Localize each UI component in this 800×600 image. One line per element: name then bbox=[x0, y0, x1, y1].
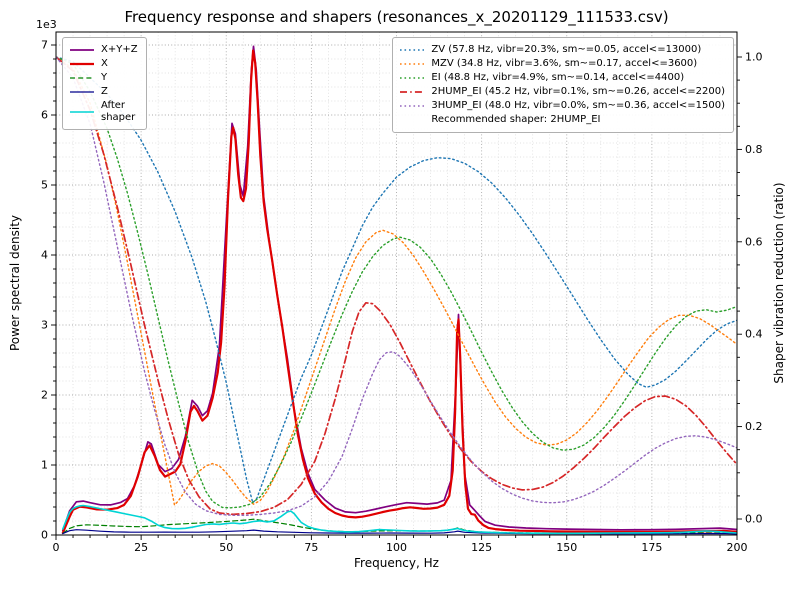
curve-zv bbox=[56, 56, 737, 504]
tick-label: 0.4 bbox=[745, 328, 763, 341]
legend-item-z: Z bbox=[69, 86, 138, 98]
x-axis-label: Frequency, Hz bbox=[354, 556, 439, 570]
tick-label: 100 bbox=[386, 541, 407, 554]
legend-item-after-shaper: After shaper bbox=[69, 100, 138, 123]
legend-item-zv: ZV (57.8 Hz, vibr=20.3%, sm~=0.05, accel… bbox=[399, 44, 725, 56]
curve-2hump-ei bbox=[56, 56, 737, 516]
legend-item-2hump-ei: 2HUMP_EI (45.2 Hz, vibr=0.1%, sm~=0.26, … bbox=[399, 86, 725, 98]
tick-label: 2 bbox=[41, 389, 48, 402]
tick-label: 50 bbox=[219, 541, 233, 554]
tick-label: 3 bbox=[41, 319, 48, 332]
curve-x bbox=[61, 49, 737, 534]
tick-label: 6 bbox=[41, 109, 48, 122]
y-axis-label-right: Shaper vibration reduction (ratio) bbox=[772, 182, 786, 384]
legend-line-2hump-ei bbox=[400, 91, 425, 93]
tick-label: 0.6 bbox=[745, 235, 763, 248]
legend-label-x: X bbox=[101, 58, 108, 70]
curve-ei bbox=[56, 56, 737, 509]
legend-label-ei: EI (48.8 Hz, vibr=4.9%, sm~=0.14, accel<… bbox=[431, 72, 685, 84]
legend-item-x-y-z: X+Y+Z bbox=[69, 44, 138, 56]
legend-line-zv bbox=[400, 49, 425, 51]
chart-title: Frequency response and shapers (resonanc… bbox=[124, 8, 669, 26]
tick-label: 75 bbox=[304, 541, 318, 554]
legend-item-y: Y bbox=[69, 72, 138, 84]
tick-label: 4 bbox=[41, 249, 48, 262]
legend-item-x: X bbox=[69, 58, 138, 70]
legend-item-3hump-ei: 3HUMP_EI (48.0 Hz, vibr=0.0%, sm~=0.36, … bbox=[399, 100, 725, 112]
legend-line-ei bbox=[400, 77, 425, 79]
ticks: 0 25 50 75 100 125 150 175 200 0 1 2 3 4 5 6 7 0.0 0.2 0.4 0… bbox=[41, 39, 763, 555]
tick-label: 1.0 bbox=[745, 51, 763, 64]
legend-line-mzv bbox=[400, 63, 425, 65]
y-axis-offset-text: 1e3 bbox=[36, 18, 57, 31]
recommended-shaper-text: Recommended shaper: 2HUMP_EI bbox=[431, 114, 601, 125]
legend-line-y bbox=[70, 77, 94, 79]
legend-line-x-y-z bbox=[70, 49, 94, 51]
tick-label: 125 bbox=[471, 541, 492, 554]
legend-line-after-shaper bbox=[70, 110, 94, 113]
legend-item-ei: EI (48.8 Hz, vibr=4.9%, sm~=0.14, accel<… bbox=[399, 72, 725, 84]
tick-label: 175 bbox=[641, 541, 662, 554]
tick-label: 25 bbox=[134, 541, 148, 554]
legend-shapers: ZV (57.8 Hz, vibr=20.3%, sm~=0.05, accel… bbox=[392, 37, 734, 133]
tick-label: 0 bbox=[41, 529, 48, 542]
tick-label: 5 bbox=[41, 179, 48, 192]
legend-label-3hump-ei: 3HUMP_EI (48.0 Hz, vibr=0.0%, sm~=0.36, … bbox=[431, 100, 725, 112]
tick-label: 200 bbox=[727, 541, 748, 554]
curve-mzv bbox=[56, 56, 737, 506]
legend-line-x bbox=[70, 62, 94, 66]
tick-label: 7 bbox=[41, 39, 48, 52]
curve-3hump-ei bbox=[56, 56, 737, 516]
y-axis-label-left: Power spectral density bbox=[8, 214, 22, 352]
curve-after-shaper bbox=[62, 504, 737, 535]
legend-label-x-y-z: X+Y+Z bbox=[101, 44, 138, 56]
legend-footer: Recommended shaper: 2HUMP_EI bbox=[399, 114, 725, 126]
tick-label: 0.2 bbox=[745, 420, 763, 433]
legend-label-z: Z bbox=[101, 86, 108, 98]
tick-label: 0.0 bbox=[745, 513, 763, 526]
tick-label: 150 bbox=[556, 541, 577, 554]
tick-label: 0 bbox=[53, 541, 60, 554]
legend-psd: X+Y+Z X Y Z After shaper bbox=[62, 37, 147, 130]
legend-label-after-shaper: After shaper bbox=[101, 100, 136, 123]
tick-label: 0.8 bbox=[745, 143, 763, 156]
legend-label-2hump-ei: 2HUMP_EI (45.2 Hz, vibr=0.1%, sm~=0.26, … bbox=[431, 86, 725, 98]
legend-label-y: Y bbox=[101, 72, 108, 84]
legend-item-mzv: MZV (34.8 Hz, vibr=3.6%, sm~=0.17, accel… bbox=[399, 58, 725, 70]
tick-label: 1 bbox=[41, 459, 48, 472]
legend-label-zv: ZV (57.8 Hz, vibr=20.3%, sm~=0.05, accel… bbox=[431, 44, 702, 56]
legend-line-3hump-ei bbox=[400, 105, 425, 107]
legend-line-z bbox=[70, 91, 94, 93]
legend-label-mzv: MZV (34.8 Hz, vibr=3.6%, sm~=0.17, accel… bbox=[431, 58, 698, 70]
curves bbox=[56, 45, 737, 535]
